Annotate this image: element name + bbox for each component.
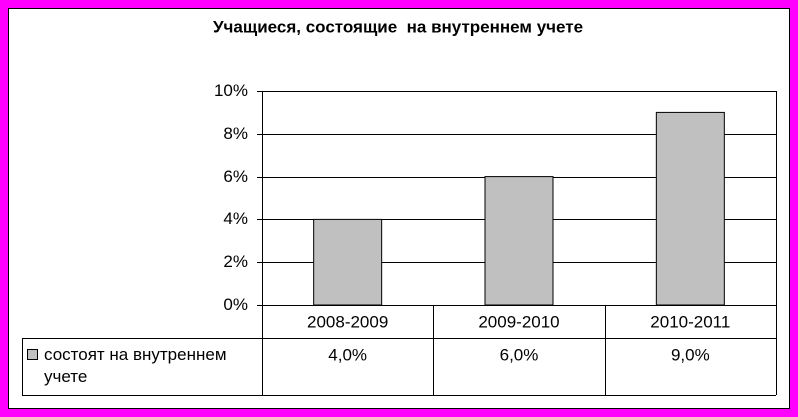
- table-value: 9,0%: [671, 345, 710, 364]
- x-tick-label: 2008-2009: [307, 312, 388, 331]
- y-tick-label: 8%: [223, 124, 248, 143]
- bar: [655, 111, 725, 306]
- y-tick-label: 0%: [223, 295, 248, 314]
- legend-label: состоят на внутреннем учете: [44, 345, 227, 386]
- x-tick-label: 2010-2011: [650, 312, 730, 331]
- table-value: 6,0%: [500, 345, 539, 364]
- y-tick-label: 10%: [214, 81, 248, 100]
- x-tick-label: 2009-2010: [478, 312, 559, 331]
- table-value: 4,0%: [328, 345, 367, 364]
- chart-title: Учащиеся, состоящие на внутреннем учете: [213, 17, 583, 36]
- y-tick-label: 4%: [223, 209, 248, 228]
- bar: [484, 176, 554, 306]
- y-tick-label: 6%: [223, 167, 248, 186]
- legend-key: [27, 349, 38, 360]
- bar: [313, 218, 383, 306]
- y-tick-label: 2%: [223, 252, 248, 271]
